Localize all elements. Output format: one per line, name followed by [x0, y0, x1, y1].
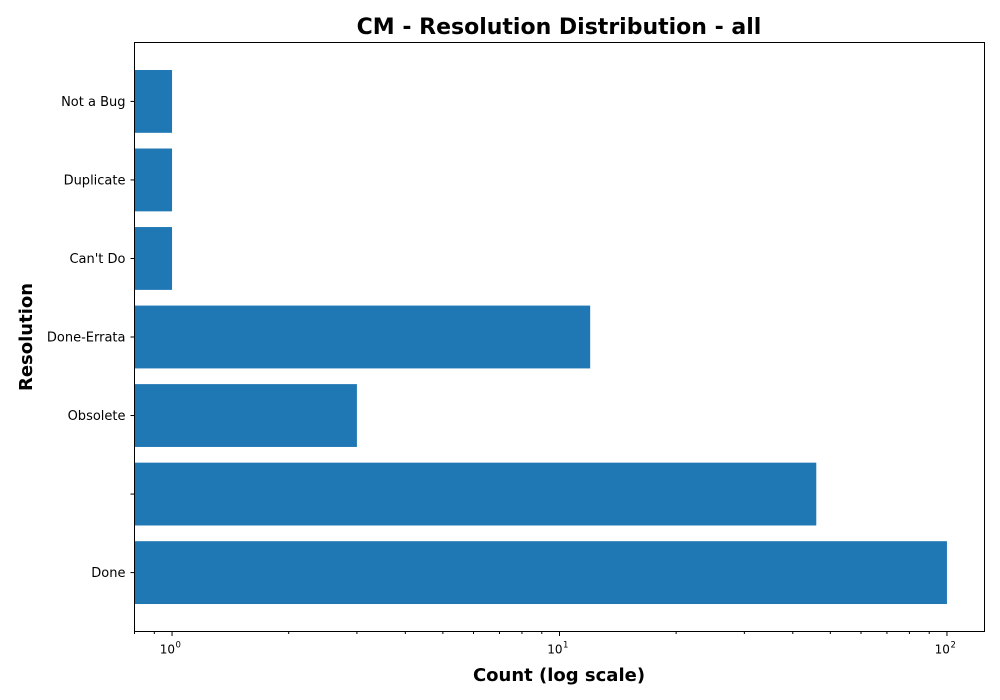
x-tick-label-exponent: 2: [950, 641, 955, 651]
x-tick-label-base: 10: [547, 643, 562, 657]
chart-title: CM - Resolution Distribution - all: [357, 15, 762, 40]
bar-not-a-bug: [134, 69, 173, 133]
bar-can-t-do: [134, 227, 173, 290]
bar-duplicate: [134, 148, 173, 212]
y-tick-label: Duplicate: [64, 173, 126, 188]
y-tick-label: Done: [91, 566, 125, 581]
bar-done: [134, 541, 947, 605]
y-axis-ticks: Done Obsolete Done-Errata Can't Do Duplicate…: [47, 95, 135, 581]
y-tick-label: Not a Bug: [61, 95, 125, 110]
x-tick-label: 10 2: [935, 641, 956, 657]
x-tick-label: 10 0: [160, 641, 181, 657]
bar-unlabeled: [134, 462, 817, 526]
x-tick-label-exponent: 0: [176, 641, 181, 651]
x-tick-label-base: 10: [160, 643, 175, 657]
x-tick-label-base: 10: [935, 643, 950, 657]
y-tick-label: Obsolete: [68, 409, 126, 424]
x-tick-label: 10 1: [547, 641, 568, 657]
x-tick-label-exponent: 1: [563, 641, 568, 651]
x-axis-label: Count (log scale): [473, 665, 645, 686]
bars-group: [134, 69, 947, 605]
y-tick-label: Can't Do: [69, 252, 125, 267]
plot-frame: [134, 42, 985, 632]
y-tick-label: Done-Errata: [47, 331, 126, 346]
x-axis-ticks: 10 0 10 1 10 2: [134, 631, 956, 657]
bar-obsolete: [134, 384, 357, 447]
bar-done-errata: [134, 305, 591, 369]
y-axis-label: Resolution: [16, 283, 37, 391]
